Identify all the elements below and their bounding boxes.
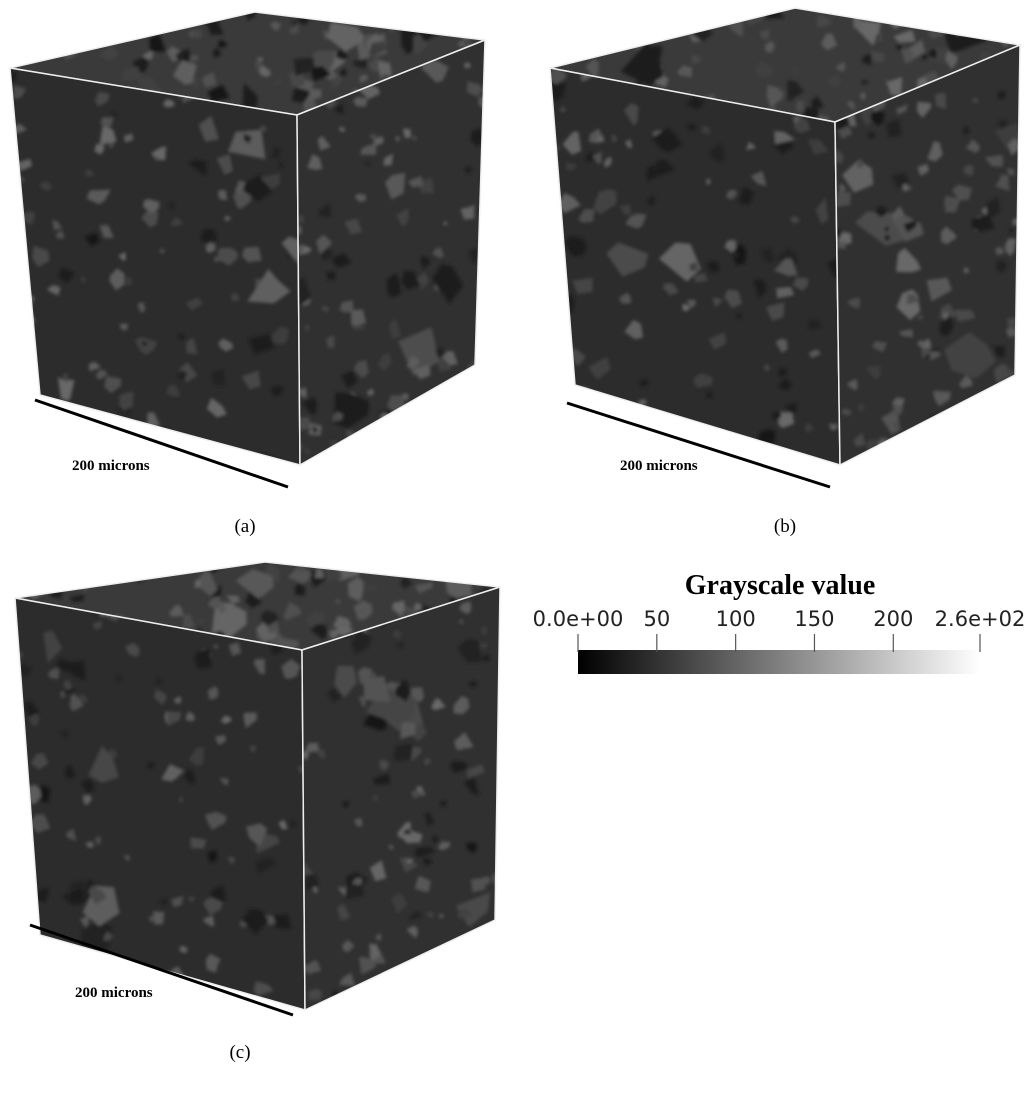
cube: 200 microns (c) [14,561,501,1063]
scale-bar [34,398,289,489]
cube-face [302,587,500,1010]
scale-label: 200 microns [620,458,698,474]
scale-bar [566,401,831,489]
colorbar-tick-label: 2.6e+02 [935,607,1026,631]
scale-label: 200 microns [72,458,150,474]
panel-label: (a) [234,516,255,537]
colorbar-tick-label: 200 [873,607,913,631]
colorbar-tick-label: 50 [643,607,670,631]
panel-label: (c) [229,1042,250,1063]
colorbar-title: Grayscale value [685,570,876,601]
colorbar-tick-label: 0.0e+00 [533,607,624,631]
cube-face [15,562,500,650]
scale-label: 200 microns [75,985,153,1001]
panel-label: (b) [774,516,796,537]
scale-bar [29,923,294,1017]
colorbar [578,650,980,674]
cube: 200 microns (b) [549,7,1023,537]
cube: 200 microns (a) [9,11,486,537]
colorbar-tick-label: 150 [794,607,834,631]
colorbar-tick-label: 100 [716,607,756,631]
